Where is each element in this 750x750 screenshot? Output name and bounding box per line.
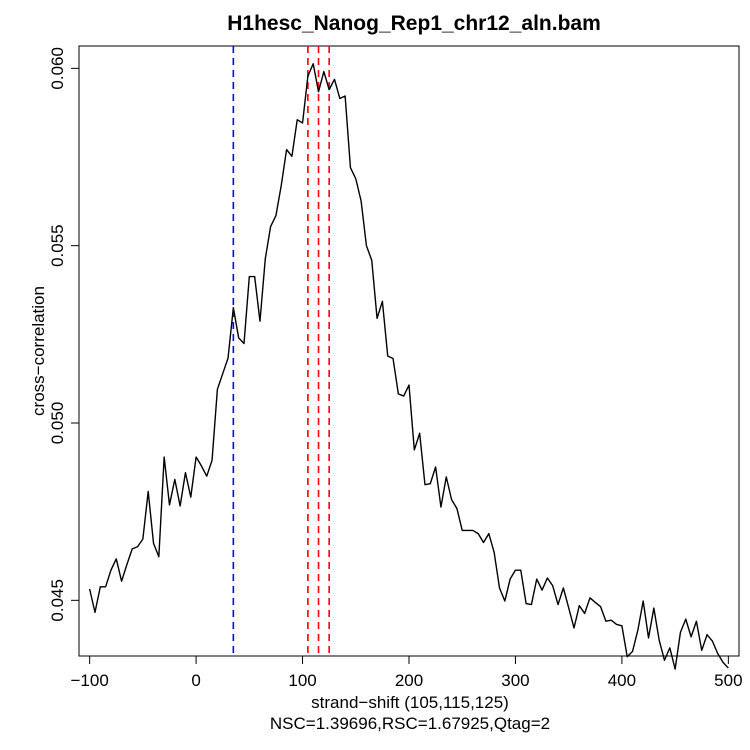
x-tick-label: 0 — [191, 671, 200, 690]
x-axis-sublabel: NSC=1.39696,RSC=1.67925,Qtag=2 — [270, 714, 550, 733]
x-tick-label: 500 — [714, 671, 742, 690]
chart-title: H1hesc_Nanog_Rep1_chr12_aln.bam — [227, 12, 601, 35]
y-tick-label: 0.060 — [48, 47, 67, 90]
y-axis: 0.045 0.050 0.055 0.060 — [48, 47, 80, 622]
x-tick-label: 300 — [501, 671, 529, 690]
x-tick-label: −100 — [70, 671, 108, 690]
y-axis-label: cross−correlation — [29, 286, 48, 416]
reference-lines — [232, 46, 330, 656]
y-tick-label: 0.055 — [48, 224, 67, 267]
x-tick-label: 400 — [608, 671, 636, 690]
x-axis: −100 0 100 200 300 400 500 — [70, 655, 743, 690]
x-axis-label: strand−shift (105,115,125) — [311, 693, 509, 712]
series-group — [88, 63, 729, 670]
y-tick-label: 0.050 — [48, 402, 67, 445]
series-line — [88, 63, 729, 670]
x-tick-label: 200 — [395, 671, 423, 690]
y-tick-label: 0.045 — [48, 579, 67, 622]
x-tick-label: 100 — [288, 671, 316, 690]
plot-frame — [78, 45, 740, 657]
